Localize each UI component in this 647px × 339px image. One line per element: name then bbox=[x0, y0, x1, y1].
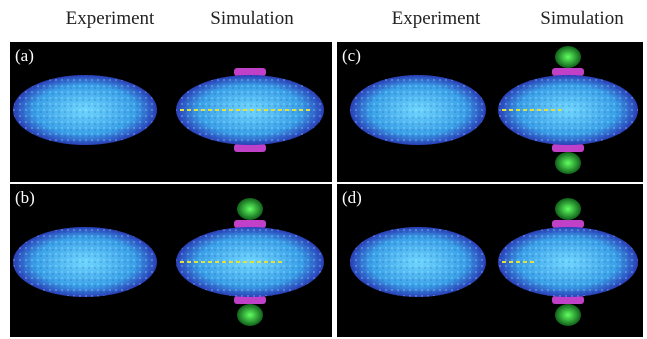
green-lobe-top-d bbox=[555, 198, 581, 220]
magenta-cap-top-d bbox=[552, 220, 584, 228]
green-lobe-bottom-b bbox=[237, 304, 263, 326]
magenta-cap-bottom-b bbox=[234, 296, 266, 304]
column-header-simulation-left: Simulation bbox=[210, 8, 294, 29]
column-header-experiment-left: Experiment bbox=[65, 8, 155, 29]
magenta-cap-top-a bbox=[234, 68, 266, 76]
magenta-cap-top-b bbox=[234, 220, 266, 228]
magenta-cap-bottom-d bbox=[552, 296, 584, 304]
magenta-cap-bottom-a bbox=[234, 144, 266, 152]
magenta-cap-top-c bbox=[552, 68, 584, 76]
green-lobe-bottom-d bbox=[555, 304, 581, 326]
green-lobe-top-b bbox=[237, 198, 263, 220]
green-lobe-top-c bbox=[555, 46, 581, 68]
panel-label-a: (a) bbox=[15, 46, 34, 65]
panel-label-c: (c) bbox=[342, 46, 361, 65]
panel-label-d: (d) bbox=[342, 188, 362, 207]
column-header-simulation-right: Simulation bbox=[540, 8, 624, 29]
green-lobe-bottom-c bbox=[555, 152, 581, 174]
column-header-experiment-right: Experiment bbox=[391, 8, 481, 29]
panel-label-b: (b) bbox=[15, 188, 35, 207]
magenta-cap-bottom-c bbox=[552, 144, 584, 152]
